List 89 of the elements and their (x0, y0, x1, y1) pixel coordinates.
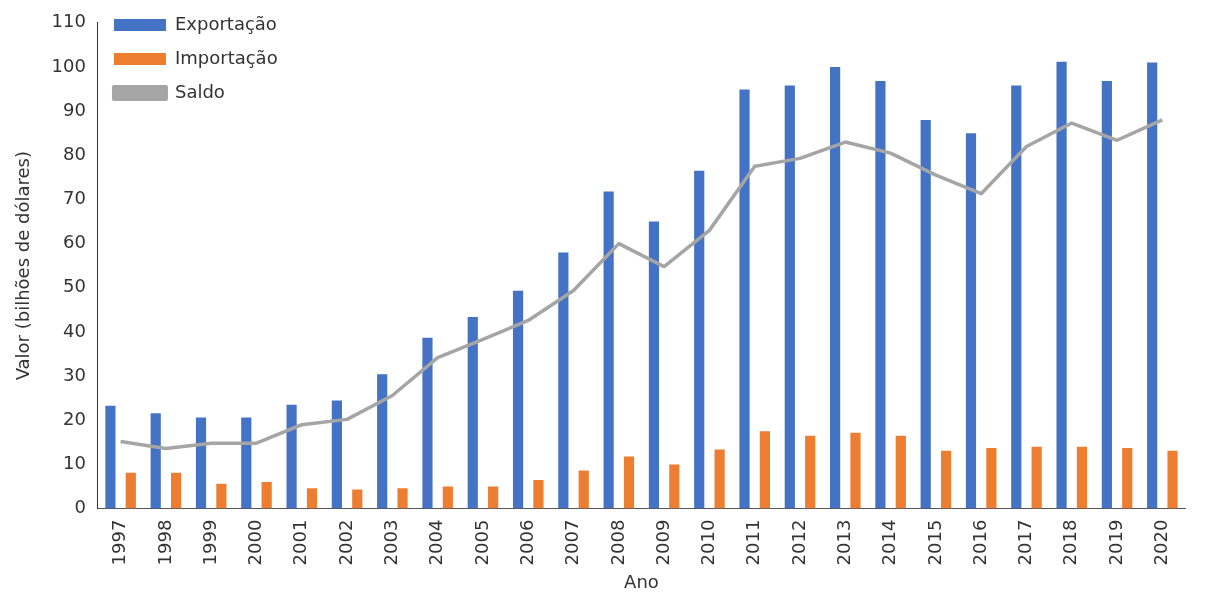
bar (739, 89, 750, 509)
bar (195, 417, 207, 509)
bar (125, 472, 136, 509)
bar (986, 448, 997, 509)
bar (578, 470, 589, 509)
x-tick-label: 2015 (923, 519, 945, 566)
bar (1011, 85, 1022, 509)
bar (714, 449, 725, 509)
bar (170, 472, 182, 509)
bar (397, 488, 408, 509)
bar (306, 488, 318, 509)
y-tick-label: 110 (51, 10, 86, 32)
x-tick-label: 2005 (470, 519, 492, 566)
bar (759, 431, 770, 509)
x-tick-label: 2019 (1104, 519, 1126, 566)
y-tick-label: 0 (74, 496, 86, 518)
y-tick-label: 90 (63, 98, 86, 120)
bar (784, 85, 795, 509)
x-tick-label: 2009 (651, 519, 673, 566)
y-axis-title: Valor (bilhões de dólares) (12, 151, 34, 381)
bar (669, 464, 680, 509)
bar (558, 252, 569, 509)
bar (1101, 81, 1112, 509)
x-tick-label: 2014 (878, 519, 900, 566)
bar (875, 81, 886, 509)
x-tick-label: 2003 (380, 519, 402, 566)
bar (1031, 446, 1042, 509)
bar (286, 404, 297, 509)
bar (488, 486, 499, 509)
y-tick-label: 10 (63, 452, 86, 474)
legend-label: Saldo (174, 80, 225, 102)
bar (648, 221, 660, 509)
bar (1056, 61, 1067, 509)
x-tick-label: 2010 (697, 519, 719, 566)
bar (442, 486, 453, 509)
bar (105, 405, 116, 509)
x-tick-label: 2001 (289, 519, 311, 566)
x-tick-label: 2006 (515, 519, 537, 566)
bar (1147, 62, 1158, 509)
y-tick-label: 30 (63, 363, 86, 385)
x-tick-label: 2016 (968, 519, 990, 566)
x-tick-label: 2018 (1059, 519, 1081, 566)
x-tick-label: 2012 (787, 519, 809, 566)
bar (805, 435, 816, 509)
x-tick-label: 2000 (244, 519, 266, 566)
y-tick-label: 60 (63, 231, 86, 253)
legend-label: Importação (174, 46, 278, 68)
bar (1076, 446, 1088, 509)
x-tick-label: 2020 (1150, 519, 1172, 566)
bar (533, 479, 544, 509)
bar (512, 290, 524, 509)
x-tick-label: 2002 (334, 519, 356, 566)
x-axis-title: Ano (624, 570, 659, 592)
bar (603, 191, 614, 509)
y-tick-label: 80 (63, 142, 86, 164)
x-tick-label: 1998 (153, 519, 175, 566)
y-tick-label: 40 (63, 319, 86, 341)
bar (422, 337, 433, 509)
x-tick-label: 2017 (1014, 519, 1036, 566)
bar (830, 66, 841, 509)
bar (467, 316, 478, 509)
bar (623, 456, 635, 509)
bar (261, 482, 272, 509)
y-tick-label: 70 (63, 187, 86, 209)
bar (377, 374, 388, 509)
x-tick-label: 2007 (561, 519, 583, 566)
x-tick-label: 2008 (606, 519, 628, 566)
bar (920, 119, 931, 509)
x-tick-label: 1997 (108, 519, 130, 566)
y-tick-label: 50 (63, 275, 86, 297)
legend-label: Exportação (174, 12, 277, 34)
bar (895, 435, 906, 509)
bar (694, 170, 705, 509)
x-tick-label: 2004 (425, 519, 447, 566)
bar (850, 432, 861, 509)
y-tick-label: 20 (63, 407, 86, 429)
bar (150, 413, 161, 509)
bar (352, 489, 363, 509)
x-tick-label: 2011 (742, 519, 764, 566)
bar (940, 450, 952, 509)
bar (216, 483, 227, 509)
y-tick-label: 100 (51, 54, 86, 76)
x-tick-label: 1999 (198, 519, 220, 566)
bar (1167, 450, 1178, 509)
bar (241, 417, 252, 509)
bar (1122, 448, 1133, 509)
x-tick-label: 2013 (832, 519, 854, 566)
bar (331, 400, 342, 509)
bar (965, 133, 977, 509)
